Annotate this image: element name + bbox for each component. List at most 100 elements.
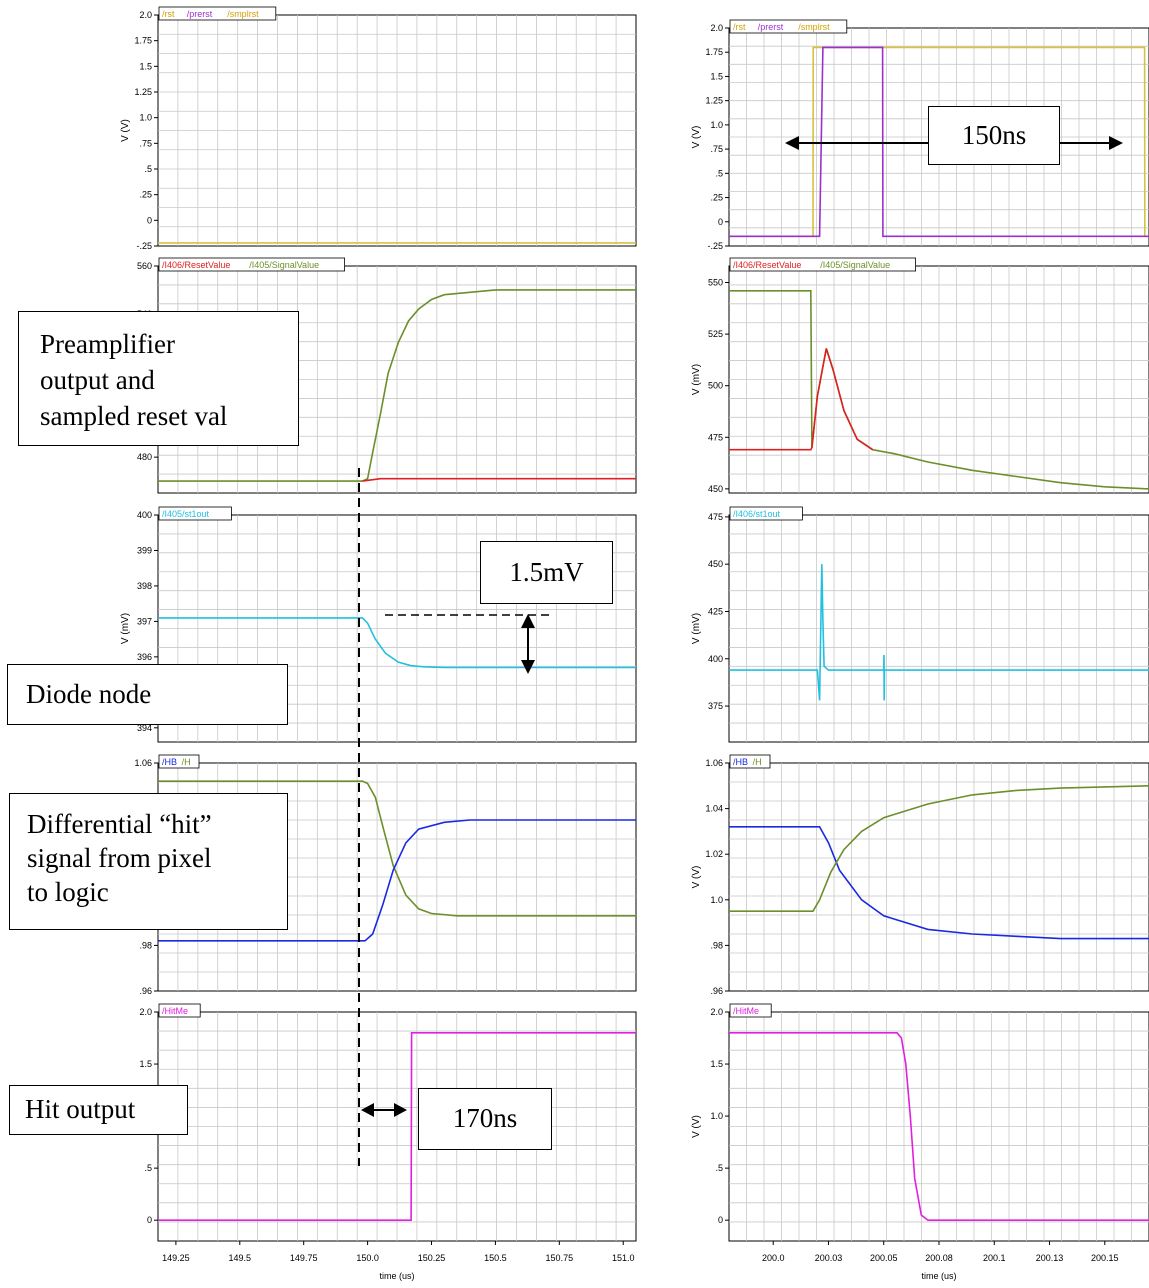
series-line--i405-signalvalue: [158, 289, 636, 482]
series-line--hb: [729, 825, 1149, 940]
series-line--h: [158, 780, 636, 917]
x-axis-label: time (us): [379, 1271, 414, 1281]
y-axis-label: V (V): [691, 1115, 702, 1138]
legend-item: /I406/st1out: [733, 509, 781, 519]
series-line--i406-resetvalue: [362, 477, 636, 482]
delay-170-label: 170ns: [418, 1088, 552, 1150]
x-tick-label: 200.08: [925, 1253, 953, 1263]
pulse-arrow-head-right: [1109, 136, 1123, 150]
y-tick-label: .98: [710, 940, 723, 950]
series-line--prerst: [729, 46, 1149, 238]
y-tick-label: 375: [708, 701, 723, 711]
preamp-annotation: Preamplifier output and sampled reset va…: [18, 311, 299, 446]
legend-item: /HB: [733, 757, 748, 767]
legend-box: [729, 19, 848, 34]
legend-box: [729, 754, 771, 769]
plot-right-4: 1.06 1.04 1.02 1.0 .98 .96 V (V) /HB/H: [691, 754, 1149, 996]
x-axis-label: time (us): [921, 1271, 956, 1281]
y-tick-label: 1.25: [134, 87, 152, 97]
legend: /I406/st1out: [729, 506, 803, 521]
y-tick-label: 500: [708, 381, 723, 391]
legend-box: [158, 506, 232, 521]
y-tick-label: .5: [715, 168, 723, 178]
y-tick-label: 1.75: [705, 47, 723, 57]
x-tick-label: 200.13: [1036, 1253, 1064, 1263]
y-tick-label: 1.02: [705, 849, 723, 859]
y-tick-label: -.25: [707, 241, 723, 251]
preamp-line-3: sampled reset val: [40, 401, 228, 431]
y-axis-label: V (mV): [691, 364, 702, 395]
x-tick-label: 150.25: [418, 1253, 446, 1263]
y-tick-label: 1.0: [710, 1111, 723, 1121]
y-tick-label: 400: [708, 654, 723, 664]
hit-output-annotation: Hit output: [9, 1085, 188, 1135]
legend-box: [158, 6, 277, 21]
y-tick-label: 2.0: [710, 1007, 723, 1017]
delta-mv-label: 1.5mV: [480, 541, 613, 604]
legend-item: /prerst: [758, 22, 784, 32]
y-tick-label: 560: [137, 261, 152, 271]
y-tick-label: 0: [718, 1215, 723, 1225]
measurement-marks: [358, 136, 1123, 1166]
y-tick-label: 1.06: [134, 758, 152, 768]
hit-signal-line-1: Differential “hit”: [27, 809, 212, 839]
y-tick-label: 1.5: [139, 61, 152, 71]
legend-box: [158, 257, 346, 272]
y-tick-label: .75: [139, 138, 152, 148]
y-tick-label: 399: [137, 545, 152, 555]
series-line--i405-st1out: [158, 617, 636, 669]
x-tick-label: 200.05: [870, 1253, 898, 1263]
legend-box: [729, 257, 917, 272]
plot-right-5: 2.0 1.5 1.0 .5 0 V (V) 200.0 200.03 200.05 200.08…: [691, 1003, 1149, 1281]
legend-item: /I405/SignalValue: [249, 260, 319, 270]
y-tick-label: 450: [708, 484, 723, 494]
y-tick-label: 475: [708, 512, 723, 522]
y-tick-label: .5: [144, 164, 152, 174]
legend-item: /rst: [733, 22, 746, 32]
legend-box: [158, 1003, 201, 1018]
y-tick-label: 550: [708, 278, 723, 288]
y-tick-label: 1.5: [139, 1059, 152, 1069]
x-tick-label: 149.5: [229, 1253, 252, 1263]
plot-left-1: 2.01.751.51.251.0.75.5.250-.25V (V)/rst /…: [120, 6, 637, 251]
legend: /I406/ResetValue/I405/SignalValue: [729, 257, 917, 272]
y-axis-label: V (V): [691, 126, 702, 149]
y-tick-label: 1.0: [710, 120, 723, 130]
legend-item: /I405/SignalValue: [820, 260, 890, 270]
y-tick-label: 400: [137, 510, 152, 520]
series-line--i406-resetvalue: [729, 348, 874, 451]
legend-item: /I405/st1out: [162, 509, 210, 519]
y-tick-label: .96: [139, 986, 152, 996]
y-tick-label: .5: [144, 1163, 152, 1173]
x-tick-label: 200.1: [983, 1253, 1006, 1263]
y-tick-label: 0: [718, 217, 723, 227]
plot-left-5: 2.0 1.5 .5 0 149.25 149.5 149.75 150.0 150.25 150…: [139, 1003, 637, 1281]
y-axis-label: V (mV): [120, 613, 131, 644]
pulse-arrow-head-left: [785, 136, 799, 150]
y-tick-label: 475: [708, 432, 723, 442]
x-tick-label: 150.75: [546, 1253, 574, 1263]
preamp-line-2: output and: [40, 365, 155, 395]
y-tick-label: 1.0: [710, 895, 723, 905]
x-tick-label: 200.03: [815, 1253, 843, 1263]
y-axis-label: V (V): [120, 119, 131, 142]
y-tick-label: -.25: [136, 241, 152, 251]
y-tick-label: .25: [710, 193, 723, 203]
series-line--hb: [158, 819, 636, 942]
x-tick-label: 200.0: [762, 1253, 785, 1263]
pulse-150-label: 150ns: [928, 106, 1060, 165]
x-tick-label: 151.0: [612, 1253, 635, 1263]
y-tick-label: 525: [708, 329, 723, 339]
y-tick-label: 394: [137, 723, 152, 733]
delta-arrow-head-up: [521, 614, 535, 628]
series-line--h: [729, 785, 1149, 913]
y-axis-label: V (mV): [691, 613, 702, 644]
y-tick-label: .98: [139, 940, 152, 950]
legend-box: [729, 506, 803, 521]
hit-signal-line-2: signal from pixel: [27, 843, 212, 873]
legend: /HitMe: [158, 1003, 201, 1018]
plot-right-3: 475 450 425 400 375 V (mV) /I406/st1out: [691, 506, 1149, 743]
legend-item: /rst: [162, 9, 175, 19]
y-tick-label: 1.06: [705, 758, 723, 768]
